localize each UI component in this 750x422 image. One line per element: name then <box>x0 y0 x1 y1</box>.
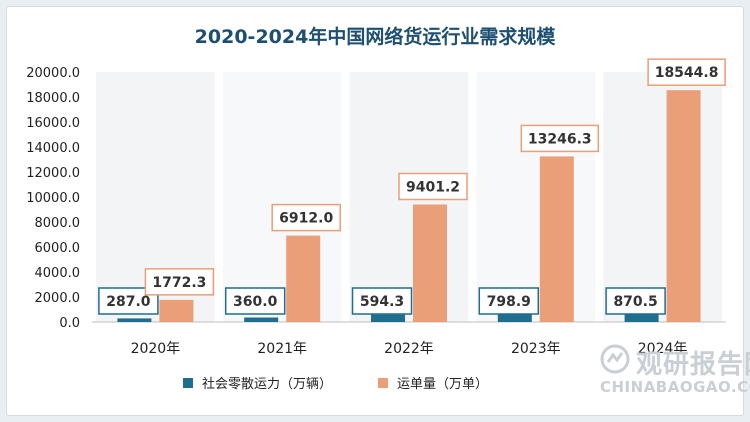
data-label-waybill: 18544.8 <box>655 65 719 81</box>
y-tick-label: 20000.0 <box>26 66 80 81</box>
legend: 社会零散运力（万辆） 运单量（万单） <box>183 373 488 392</box>
watermark-name: 观研报告网 <box>636 350 750 380</box>
x-tick-label: 2021年 <box>257 341 307 357</box>
bar-capacity <box>624 311 659 322</box>
bar-capacity <box>117 318 152 322</box>
data-label-capacity: 360.0 <box>233 294 278 310</box>
data-label-box-waybill <box>398 172 468 201</box>
legend-label-waybill: 运单量（万单） <box>397 377 489 392</box>
bar-waybill <box>286 235 321 322</box>
bar-capacity <box>244 317 279 322</box>
data-label-waybill: 13246.3 <box>528 131 592 147</box>
data-label-box-waybill <box>520 124 600 153</box>
category-band <box>222 72 342 322</box>
bar-capacity <box>371 314 405 322</box>
data-label-box-capacity <box>351 287 413 315</box>
data-label-box-capacity <box>224 287 286 315</box>
legend-swatch-waybill <box>378 377 389 388</box>
watermark-logo-icon <box>600 344 630 374</box>
data-label-box-waybill <box>647 58 726 86</box>
x-tick-label: 2022年 <box>384 341 434 357</box>
category-band <box>603 72 722 322</box>
y-tick-label: 0.0 <box>59 316 80 331</box>
y-tick-label: 4000.0 <box>35 266 81 281</box>
y-tick-label: 14000.0 <box>26 141 80 156</box>
data-label-box-waybill <box>144 268 215 296</box>
chart-title: 2020-2024年中国网络货运行业需求规模 <box>194 26 556 48</box>
x-tick-label: 2024年 <box>638 341 688 357</box>
watermark-url: CHINABAOGAO.COM <box>600 378 750 396</box>
data-label-waybill: 1772.3 <box>152 275 206 291</box>
data-label-capacity: 594.3 <box>360 294 404 310</box>
y-tick-label: 18000.0 <box>26 91 80 106</box>
bar-waybill <box>413 204 447 322</box>
bar-waybill <box>159 299 194 322</box>
data-label-box-capacity <box>605 287 666 315</box>
y-tick-label: 6000.0 <box>35 241 81 256</box>
y-tick-label: 2000.0 <box>35 291 81 306</box>
legend-item-capacity: 社会零散运力（万辆） <box>183 373 332 392</box>
data-label-waybill: 9401.2 <box>406 179 460 195</box>
bar-capacity <box>497 312 532 322</box>
data-label-capacity: 870.5 <box>613 294 657 310</box>
legend-item-waybill: 运单量（万单） <box>378 373 488 392</box>
data-label-capacity: 287.0 <box>106 294 151 310</box>
x-tick-label: 2023年 <box>511 341 561 357</box>
data-label-box-waybill <box>271 203 341 232</box>
bar-waybill <box>539 156 574 322</box>
legend-label-capacity: 社会零散运力（万辆） <box>202 377 333 392</box>
legend-swatch-capacity <box>183 377 193 388</box>
y-tick-label: 16000.0 <box>26 116 80 131</box>
data-label-box-capacity <box>478 287 540 315</box>
y-tick-label: 12000.0 <box>26 166 80 181</box>
data-label-waybill: 6912.0 <box>279 211 333 227</box>
y-tick-label: 10000.0 <box>26 191 80 206</box>
bar-waybill <box>666 90 701 322</box>
category-band <box>476 72 596 322</box>
y-tick-label: 8000.0 <box>35 216 81 231</box>
data-label-capacity: 798.9 <box>487 294 531 310</box>
x-tick-label: 2020年 <box>131 341 181 357</box>
